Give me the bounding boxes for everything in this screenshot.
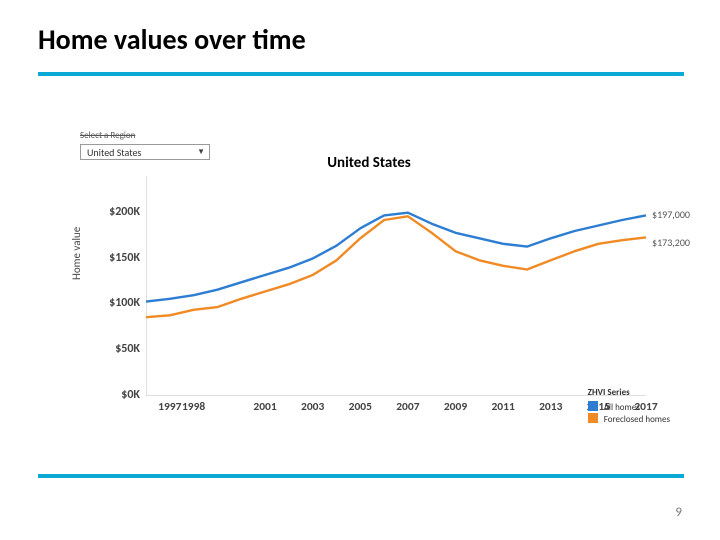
y-tick-label: $200K xyxy=(92,205,140,219)
legend-item-foreclosed: Foreclosed homes xyxy=(588,413,670,426)
legend-swatch-icon xyxy=(588,413,598,423)
y-axis-title: Home value xyxy=(70,227,83,280)
legend-title: ZHVI Series xyxy=(588,387,670,399)
x-tick-label: 1998 xyxy=(176,400,212,414)
x-tick-label: 2009 xyxy=(438,400,474,414)
series-end-label: $173,200 xyxy=(652,236,690,249)
x-tick-label: 2005 xyxy=(342,400,378,414)
series-end-label: $197,000 xyxy=(652,208,690,221)
x-tick-label: 2013 xyxy=(533,400,569,414)
y-tick-label: $50K xyxy=(92,342,140,356)
chart-svg xyxy=(146,176,646,396)
page-title: Home values over time xyxy=(38,22,306,57)
x-tick-label: 2011 xyxy=(485,400,521,414)
legend-item-all-homes: All homes xyxy=(588,401,670,414)
legend-swatch-icon xyxy=(588,401,598,411)
x-tick-label: 2007 xyxy=(390,400,426,414)
y-tick-label: $100K xyxy=(92,296,140,310)
rule-top xyxy=(38,72,684,76)
chart-title: United States xyxy=(72,154,666,172)
chart-area: Select a Region United States ▼ United S… xyxy=(72,130,666,450)
legend-label: Foreclosed homes xyxy=(604,414,670,425)
series-line-0 xyxy=(146,213,646,302)
plot-region: $200K$150K$100K$50K$0K 19971998200120032… xyxy=(146,176,646,396)
x-tick-label: 2001 xyxy=(247,400,283,414)
y-tick-label: $150K xyxy=(92,251,140,265)
legend-label: All homes xyxy=(604,402,640,413)
y-tick-label: $0K xyxy=(92,388,140,402)
page-number: 9 xyxy=(675,505,682,520)
rule-bottom xyxy=(38,474,684,478)
x-tick-label: 2003 xyxy=(295,400,331,414)
legend: ZHVI Series All homes Foreclosed homes xyxy=(588,387,670,426)
region-label: Select a Region xyxy=(80,130,135,141)
